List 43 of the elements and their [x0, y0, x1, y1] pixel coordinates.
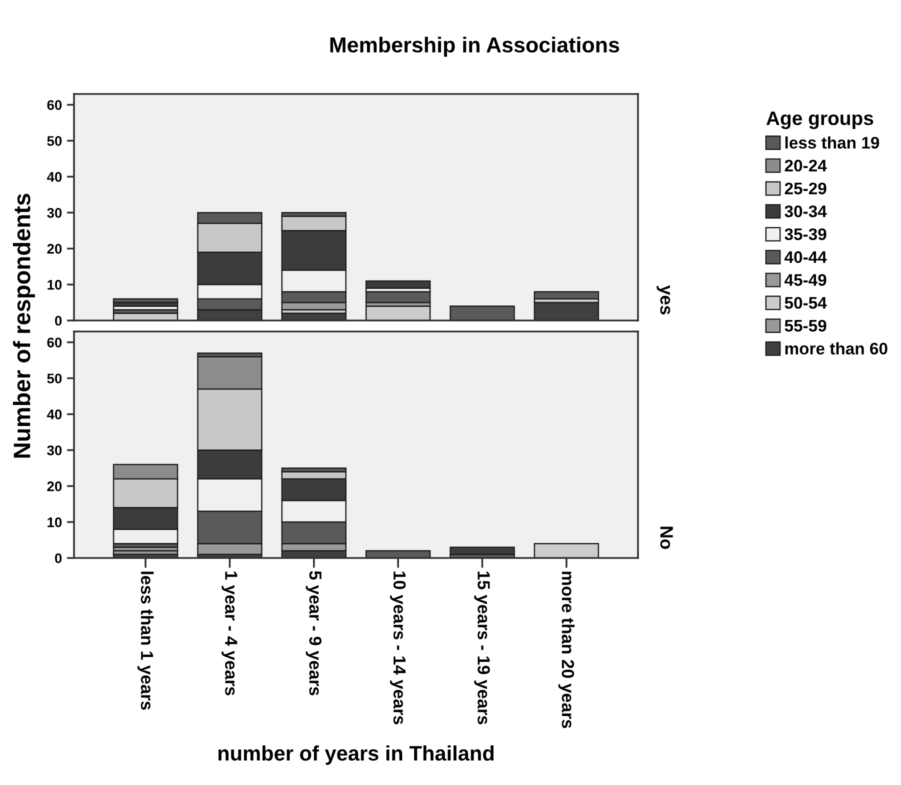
text: No — [660, 526, 673, 549]
y-tick-label: 40 — [46, 172, 62, 182]
legend-label: 30-34 — [784, 205, 827, 218]
y-tick-label: 0 — [55, 316, 62, 326]
y-tick-label: 20 — [47, 244, 62, 254]
x-tick-label: 5 year - 9 years — [306, 571, 322, 696]
y-axis-title: Number of respondents — [12, 194, 36, 458]
x-tick-label: 15 years - 19 years — [474, 572, 490, 724]
bar — [450, 546, 515, 556]
y-tick-label: 50 — [47, 374, 62, 384]
legend-label: 35-39 — [784, 228, 826, 240]
y-tick-label: 20 — [47, 481, 62, 492]
x-tick-label: less than 1 years — [137, 572, 154, 710]
legend-label: 25-29 — [784, 182, 826, 194]
x-axis-title: number of years in Thailand — [218, 745, 494, 765]
legend-label: more than 60 — [785, 342, 888, 355]
x-tick-label: more than 20 years — [558, 572, 575, 728]
x-tick-label: 1 year - 4 years — [222, 572, 238, 696]
chart-title: Membership in Associations — [330, 36, 620, 57]
bar — [112, 298, 178, 304]
y-tick-label: 30 — [47, 208, 62, 218]
y-tick-label: 10 — [48, 517, 62, 528]
bar — [534, 291, 600, 300]
y-tick-label: 30 — [47, 445, 62, 456]
text: yes — [656, 285, 670, 314]
x-tick-label: 10 years - 14 years — [390, 572, 406, 724]
y-tick-label: 0 — [55, 553, 62, 564]
y-tick-label: 60 — [47, 100, 62, 110]
legend-label: 55-59 — [784, 320, 826, 332]
legend-label: 40-44 — [784, 251, 827, 264]
y-tick-label: 10 — [48, 280, 62, 290]
bar — [534, 542, 600, 558]
legend-label: 50-54 — [784, 296, 827, 309]
legend-label: 20-24 — [784, 160, 827, 172]
legend-label: less than 19 — [785, 136, 880, 149]
y-tick-label: 50 — [47, 136, 62, 146]
bar — [365, 280, 431, 289]
bar — [450, 305, 515, 320]
legend-label: 45-49 — [784, 274, 826, 286]
y-tick-label: 40 — [46, 410, 62, 420]
y-tick-label: 60 — [47, 338, 62, 348]
legend-title: Age groups — [766, 112, 874, 130]
bar — [365, 550, 431, 558]
